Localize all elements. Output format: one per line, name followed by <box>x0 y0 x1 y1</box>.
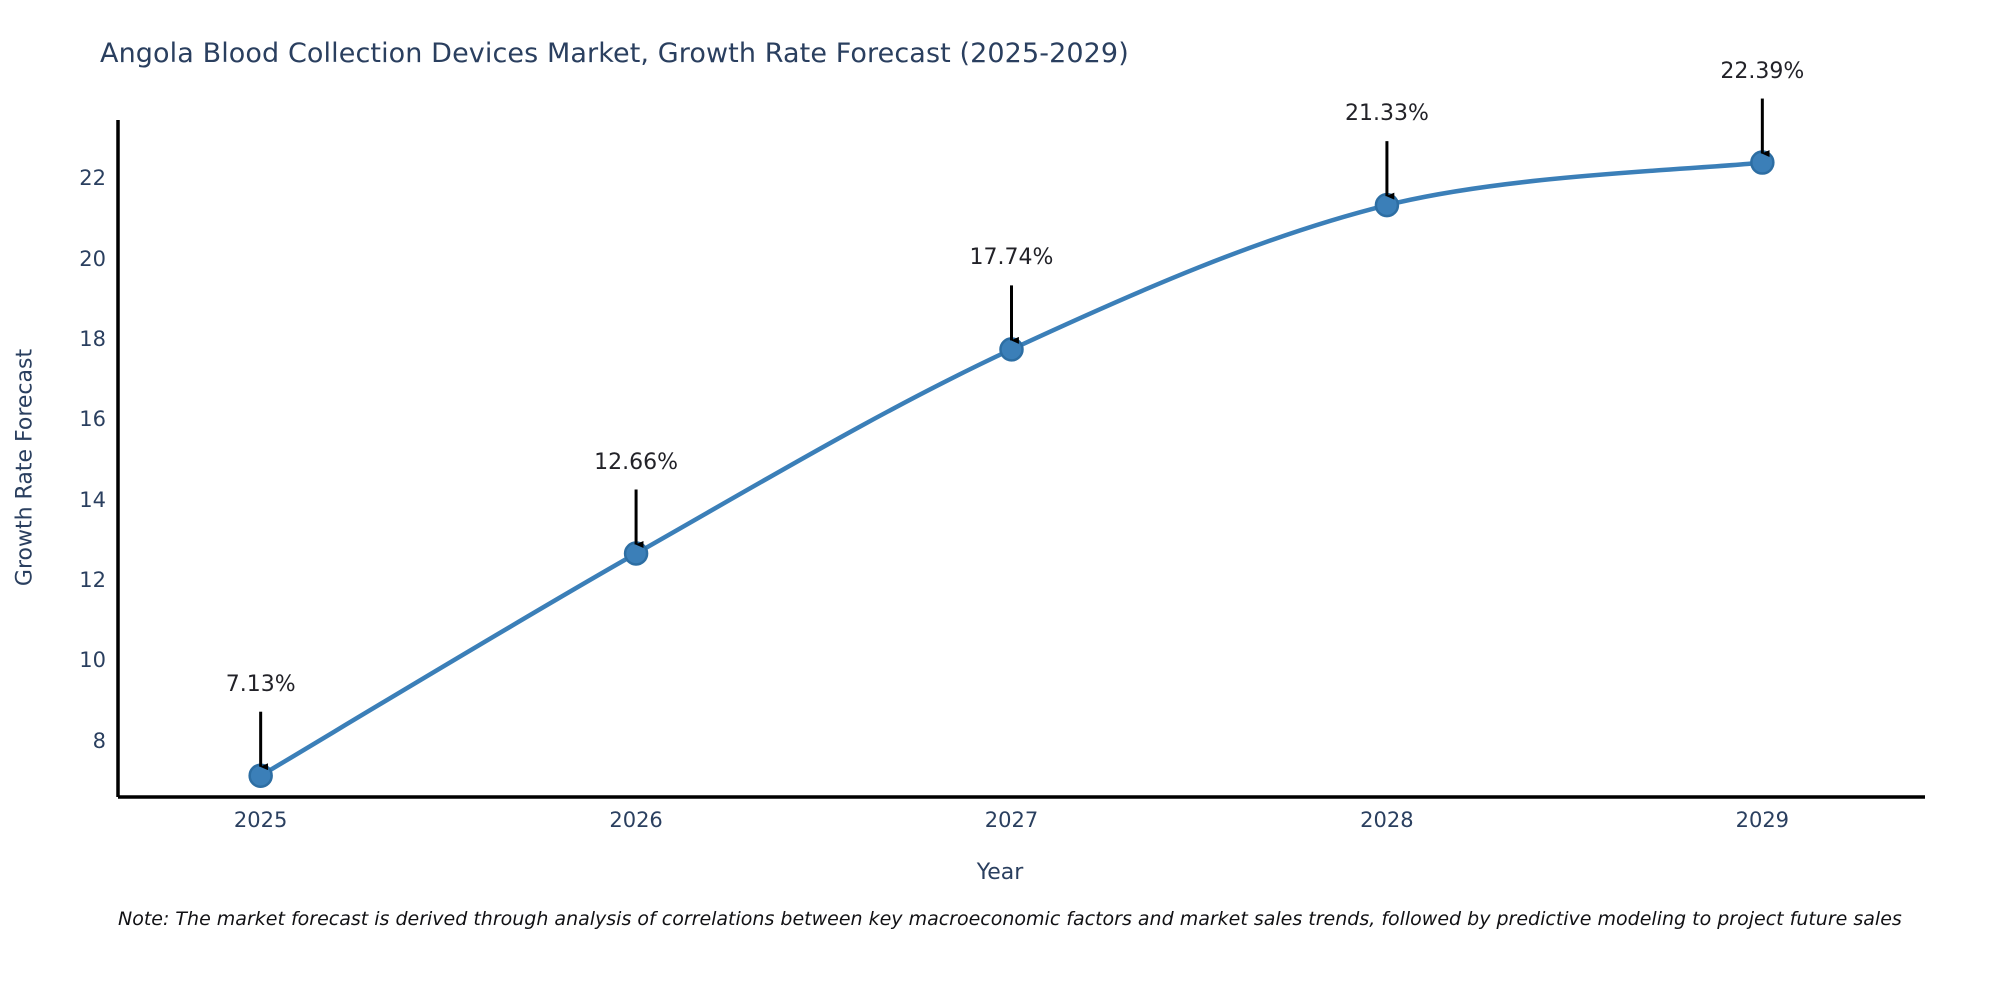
x-axis-title: Year <box>976 860 1024 885</box>
axes-layer <box>116 120 1925 799</box>
data-point-label: 12.66% <box>594 449 679 475</box>
x-tick-label: 2029 <box>1735 808 1790 832</box>
y-tick-label: 18 <box>79 326 106 351</box>
x-tick-label: 2028 <box>1360 808 1414 832</box>
y-tick-label: 16 <box>79 407 106 432</box>
y-tick-label: 22 <box>79 166 106 191</box>
data-point-label: 7.13% <box>225 671 296 697</box>
y-tick-label: 12 <box>79 568 106 593</box>
y-tick-label: 14 <box>79 487 106 512</box>
data-point-markers <box>248 150 1775 788</box>
chart-title: Angola Blood Collection Devices Market, … <box>100 38 1129 69</box>
y-tick-label: 8 <box>92 728 106 753</box>
annotation-arrows <box>259 98 1770 771</box>
x-tick-label: 2025 <box>233 808 288 832</box>
y-tick-label: 20 <box>79 246 106 271</box>
x-tick-label: 2026 <box>609 808 663 832</box>
data-point-label: 22.39% <box>1720 58 1805 84</box>
y-tick-label: 10 <box>79 648 106 673</box>
data-point-label: 21.33% <box>1344 101 1429 127</box>
x-tick-label: 2027 <box>984 808 1039 832</box>
footnote-note: Note: The market forecast is derived thr… <box>118 908 1902 930</box>
data-point-label: 17.74% <box>969 245 1054 271</box>
